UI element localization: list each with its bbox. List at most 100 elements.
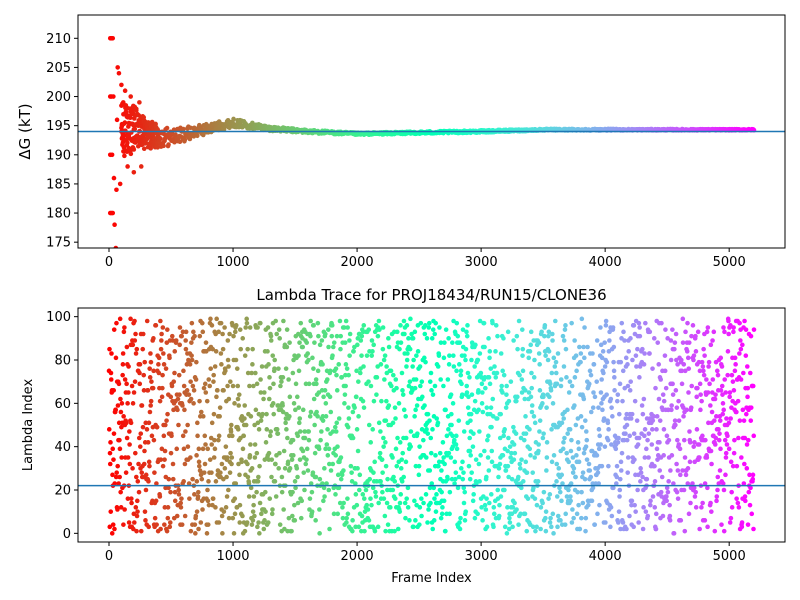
lambda-point: [366, 518, 372, 523]
lambda-point: [370, 427, 376, 432]
lambda-point: [489, 448, 495, 454]
lambda-point: [141, 388, 147, 393]
lambda-point: [146, 524, 151, 530]
lambda-point: [368, 496, 373, 501]
lambda-point: [272, 366, 277, 371]
lambda-point: [547, 492, 553, 497]
lambda-point: [316, 446, 322, 452]
lambda-point: [214, 394, 219, 400]
lambda-point: [493, 349, 498, 354]
lambda-point: [550, 338, 555, 343]
lambda-point: [454, 446, 460, 452]
lambda-point: [281, 507, 286, 512]
lambda-point: [473, 342, 478, 348]
lambda-point: [720, 392, 725, 397]
lambda-point: [704, 455, 710, 460]
delta-g-point: [113, 245, 119, 248]
lambda-point: [141, 372, 147, 378]
lambda-point: [599, 377, 604, 382]
lambda-point: [274, 427, 280, 432]
lambda-point: [258, 390, 264, 395]
lambda-point: [370, 349, 375, 354]
lambda-point: [249, 466, 255, 471]
lambda-point: [504, 383, 509, 389]
lambda-point: [277, 450, 282, 456]
lambda-point: [478, 370, 484, 376]
lambda-point: [407, 379, 413, 384]
lambda-point: [449, 476, 455, 482]
lambda-point: [483, 507, 489, 512]
lambda-point: [570, 455, 576, 460]
lambda-point: [695, 329, 701, 335]
lambda-point: [120, 351, 126, 356]
lambda-point: [245, 461, 250, 467]
lambda-point: [748, 418, 754, 423]
lambda-point: [708, 448, 714, 454]
lambda-point: [426, 320, 432, 326]
lambda-point: [661, 398, 667, 404]
lambda-point: [524, 470, 530, 475]
lambda-point: [219, 461, 225, 467]
lambda-point: [480, 390, 485, 395]
lambda-point: [563, 323, 568, 328]
lambda-point: [236, 461, 241, 467]
lambda-point: [721, 487, 727, 493]
lambda-point: [516, 522, 521, 527]
lambda-point: [488, 366, 494, 371]
lambda-point: [720, 481, 726, 486]
lambda-point: [704, 329, 710, 335]
lambda-point: [647, 502, 653, 508]
lambda-point: [113, 407, 119, 413]
lambda-point: [267, 496, 273, 501]
lambda-point: [422, 403, 427, 408]
lambda-point: [343, 383, 348, 389]
lambda-point: [480, 518, 485, 523]
lambda-point: [460, 327, 466, 332]
lambda-point: [653, 385, 658, 391]
x-tick-label: 1000: [216, 549, 249, 564]
lambda-point: [297, 429, 303, 434]
lambda-point: [287, 340, 292, 345]
lambda-point: [241, 433, 247, 439]
lambda-point: [586, 381, 592, 387]
lambda-point: [392, 496, 398, 501]
lambda-point: [421, 500, 426, 506]
lambda-point: [603, 520, 608, 525]
lambda-point: [326, 327, 331, 332]
lambda-point: [555, 524, 560, 530]
lambda-point: [210, 346, 216, 352]
lambda-point: [224, 494, 230, 499]
lambda-point: [668, 468, 673, 473]
lambda-point: [647, 351, 652, 356]
lambda-point: [207, 383, 213, 389]
lambda-point: [390, 455, 395, 460]
lambda-point: [436, 353, 442, 358]
lambda-point: [576, 459, 582, 465]
lambda-point: [731, 388, 737, 393]
lambda-point: [317, 342, 323, 348]
lambda-point: [599, 355, 605, 361]
lambda-point: [202, 381, 208, 387]
lambda-point: [536, 351, 542, 356]
lambda-point: [328, 409, 334, 415]
lambda-point: [465, 370, 471, 376]
lambda-point: [454, 368, 459, 374]
lambda-point: [522, 396, 528, 402]
lambda-point: [541, 431, 546, 436]
lambda-point: [399, 457, 405, 462]
lambda-point: [575, 440, 581, 445]
lambda-point: [575, 489, 580, 495]
lambda-point: [383, 528, 388, 534]
lambda-point: [631, 524, 636, 530]
lambda-point: [190, 383, 196, 389]
delta-g-point: [119, 82, 124, 88]
lambda-point: [673, 388, 679, 393]
lambda-point: [258, 418, 264, 423]
lambda-point: [644, 476, 650, 482]
lambda-point: [568, 448, 574, 454]
lambda-point: [493, 375, 499, 380]
lambda-point: [386, 336, 391, 341]
lambda-point: [384, 500, 390, 506]
lambda-point: [152, 515, 158, 521]
lambda-point: [596, 405, 601, 410]
